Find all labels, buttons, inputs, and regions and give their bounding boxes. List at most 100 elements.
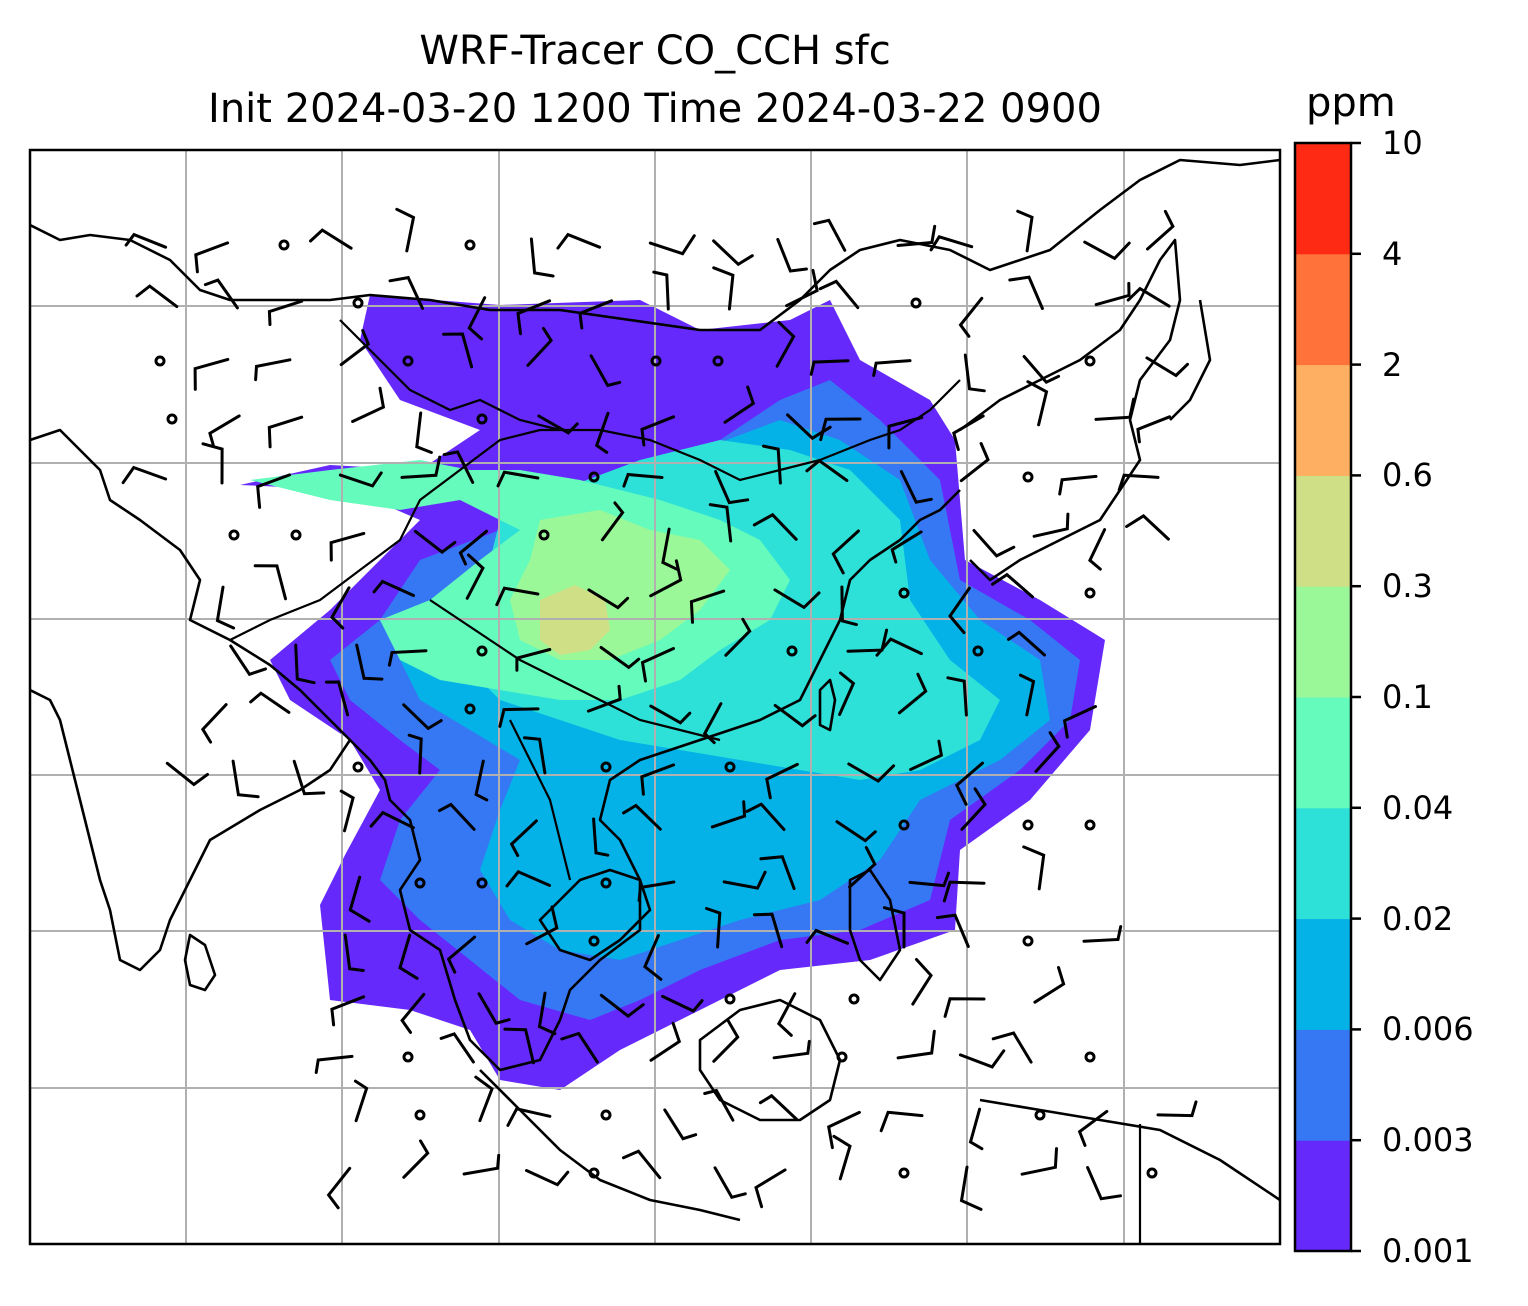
calm-wind-circle — [600, 761, 612, 773]
calm-wind-circle — [600, 1109, 612, 1121]
wind-barb — [1126, 286, 1171, 308]
wind-barb — [329, 531, 366, 562]
wind-barb — [294, 643, 316, 685]
wind-barb — [968, 1107, 984, 1151]
calm-wind-circle — [278, 239, 290, 251]
wind-barb — [505, 869, 551, 888]
wind-barb — [387, 649, 428, 667]
coastline-sri-lanka — [183, 933, 217, 992]
wind-barb — [661, 527, 679, 571]
wind-barb — [249, 691, 291, 714]
wind-barb — [1022, 845, 1046, 891]
wind-barb — [960, 787, 987, 831]
coastline-new-guinea — [979, 1098, 1280, 1202]
coastline-north — [30, 158, 1280, 332]
colorbar — [1295, 141, 1361, 1253]
calm-wind-circle — [464, 239, 476, 251]
calm-wind-circle — [228, 529, 240, 541]
wind-barb — [1032, 512, 1070, 538]
wind-barb — [1022, 355, 1061, 385]
country-borders — [229, 319, 1142, 1244]
wind-barb — [495, 586, 540, 607]
wind-barb — [714, 470, 750, 505]
calm-wind-circle — [1146, 1167, 1158, 1179]
wind-barb — [1026, 380, 1049, 427]
wind-barb — [710, 800, 747, 829]
coastline-bay-of-bengal — [349, 489, 961, 1072]
wind-barb — [819, 417, 862, 442]
wind-barb — [1125, 514, 1170, 541]
colorbar-tick-label: 0.6 — [1382, 456, 1433, 495]
colorbar-band — [1295, 586, 1351, 698]
wind-barb — [958, 296, 984, 338]
wind-barb — [415, 411, 433, 454]
coastline-korea-japan — [959, 238, 1182, 582]
wind-barb — [599, 646, 641, 670]
wind-barb — [712, 239, 754, 267]
calm-wind-circle — [1022, 471, 1034, 483]
wind-barb — [838, 671, 856, 716]
wind-barb — [516, 299, 552, 336]
wind-barb — [887, 416, 924, 450]
wind-barb — [809, 359, 850, 376]
wind-barb — [314, 1054, 354, 1074]
wind-barb — [1020, 1147, 1058, 1176]
wind-barb — [509, 819, 538, 857]
colorbar-unit-label: ppm — [1306, 80, 1396, 126]
calm-wind-circle — [1084, 587, 1096, 599]
wind-barb — [911, 958, 933, 1006]
wind-barb — [599, 993, 645, 1018]
wind-barb — [942, 880, 986, 903]
wind-barb — [963, 353, 986, 393]
wind-barb — [752, 912, 784, 949]
wind-barb — [935, 913, 970, 948]
wind-barb — [649, 559, 683, 598]
colorbar-band — [1295, 1029, 1351, 1141]
wind-barb — [723, 385, 756, 424]
colorbar-tick-label: 0.1 — [1382, 678, 1433, 716]
wind-barb — [1008, 275, 1044, 310]
wind-barb — [400, 992, 426, 1034]
wind-barb — [640, 415, 676, 447]
wind-barb — [772, 1039, 811, 1060]
wind-barb — [785, 268, 819, 308]
wind-barb — [515, 648, 552, 672]
wind-barb — [775, 320, 796, 368]
wind-barbs — [121, 207, 1198, 1211]
wind-barb — [442, 332, 474, 369]
wind-barb — [840, 585, 858, 627]
wind-barb — [991, 572, 1034, 599]
wind-barb — [229, 644, 267, 677]
colorbar-tick-label: 10 — [1382, 124, 1423, 162]
colorbar-tick-label: 0.003 — [1382, 1121, 1474, 1160]
wind-barb — [908, 871, 950, 888]
wind-barb — [708, 503, 733, 543]
wind-barb — [353, 1079, 369, 1123]
wind-barb — [649, 1021, 682, 1062]
wind-barb — [640, 763, 676, 796]
colorbar-band — [1295, 364, 1351, 476]
wind-barb — [712, 266, 735, 311]
wind-barb — [256, 473, 292, 509]
wind-barb — [896, 1029, 936, 1060]
wind-barb — [1086, 1166, 1122, 1201]
wind-barb — [943, 997, 986, 1018]
coastline-indochina — [538, 868, 652, 962]
wind-barb — [773, 588, 821, 610]
chart-title: WRF-Tracer CO_CCH sfc — [419, 28, 891, 74]
wind-barb — [135, 284, 179, 309]
colorbar-frame — [1293, 141, 1353, 1253]
wind-barb — [724, 617, 752, 657]
wind-barb — [267, 415, 304, 449]
wind-barb — [330, 995, 366, 1027]
calm-wind-circle — [414, 1109, 426, 1121]
wind-barb — [439, 1032, 475, 1064]
wind-barb — [193, 357, 230, 391]
wind-barb — [640, 647, 675, 683]
wind-barb — [462, 1153, 501, 1176]
wind-barb — [326, 1166, 352, 1210]
wind-barb — [879, 1110, 924, 1133]
calm-wind-circle — [402, 1051, 414, 1063]
wind-barb — [1145, 356, 1189, 378]
